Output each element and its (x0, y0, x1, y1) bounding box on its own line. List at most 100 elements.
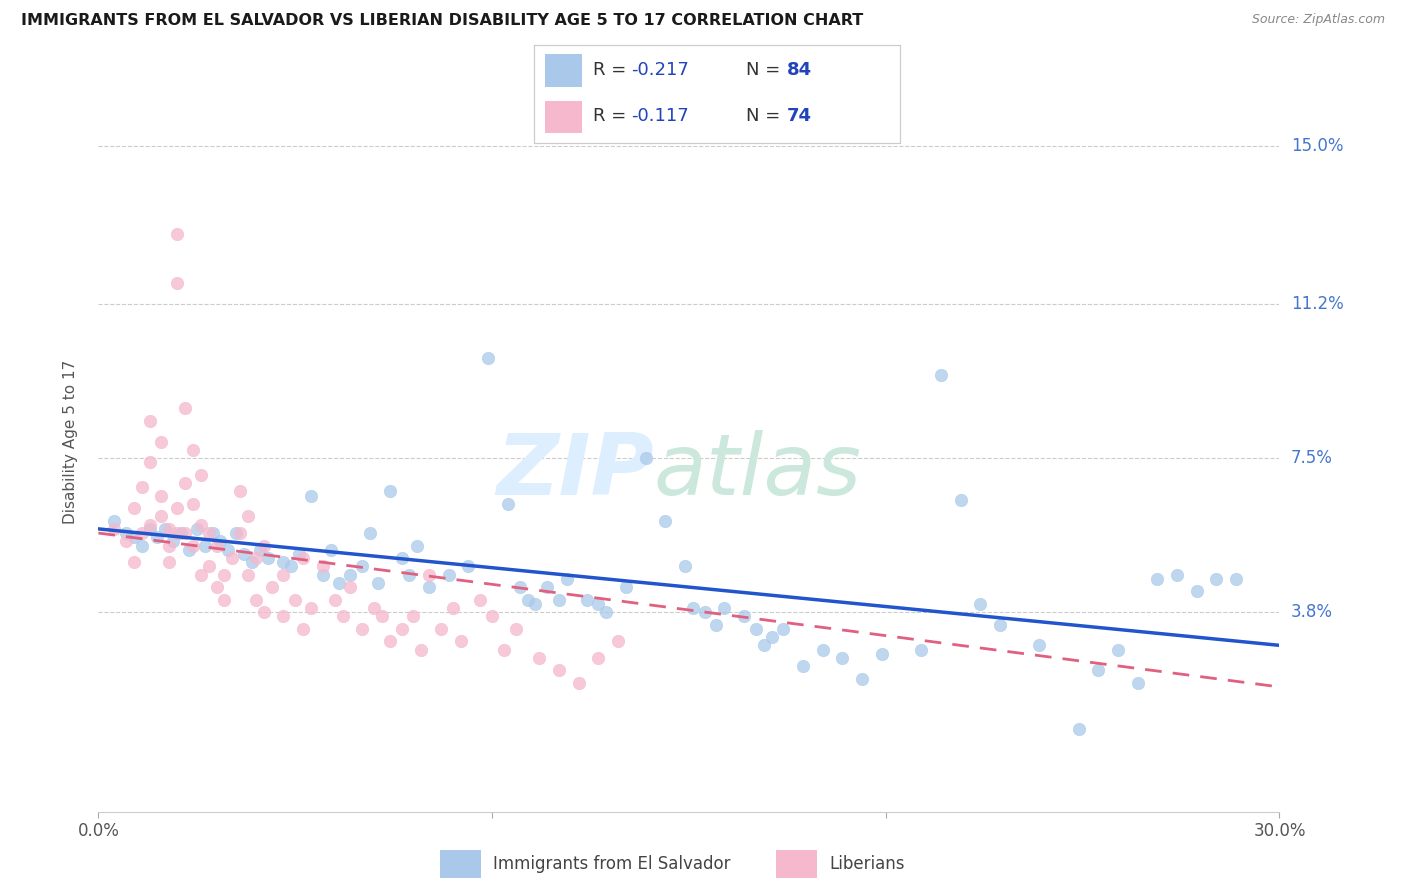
Text: N =: N = (747, 62, 786, 79)
Point (170, 526, 193, 541)
Point (352, 622, 374, 636)
Point (280, 559, 302, 574)
Point (1185, 584, 1208, 599)
Point (312, 567, 335, 582)
Point (418, 567, 440, 582)
Point (240, 555, 263, 569)
Point (595, 605, 617, 619)
Point (496, 497, 519, 511)
Point (391, 622, 413, 636)
Text: -0.117: -0.117 (631, 107, 689, 125)
Point (122, 530, 145, 544)
Point (103, 522, 125, 536)
Point (138, 455, 160, 469)
Point (157, 522, 180, 536)
Point (155, 522, 177, 536)
Point (457, 559, 479, 574)
Text: ZIP: ZIP (496, 430, 654, 513)
Point (1028, 638, 1050, 652)
Point (505, 622, 527, 636)
Point (229, 526, 252, 541)
Point (299, 489, 322, 503)
Point (851, 672, 873, 686)
Point (359, 526, 381, 541)
Point (225, 526, 247, 541)
Point (131, 539, 153, 553)
Point (831, 650, 853, 665)
Point (292, 551, 315, 566)
Point (406, 539, 429, 553)
Point (181, 497, 204, 511)
Point (162, 534, 184, 549)
Point (437, 567, 460, 582)
Point (706, 617, 728, 632)
Point (492, 642, 515, 657)
Point (339, 580, 361, 594)
Point (1205, 572, 1227, 586)
Point (555, 572, 578, 586)
Point (103, 514, 125, 528)
Point (402, 609, 425, 624)
Point (1225, 572, 1247, 586)
Point (548, 592, 571, 607)
Point (166, 526, 188, 541)
Point (273, 555, 295, 569)
Point (969, 597, 991, 611)
Point (761, 630, 783, 644)
Point (682, 601, 704, 615)
Point (138, 414, 160, 428)
Point (378, 484, 401, 499)
Point (146, 530, 169, 544)
Point (673, 559, 696, 574)
Point (733, 609, 755, 624)
Point (1166, 567, 1188, 582)
Point (654, 514, 676, 528)
Point (588, 650, 610, 665)
Point (197, 526, 219, 541)
Point (221, 551, 243, 566)
Point (245, 551, 267, 566)
Text: 11.2%: 11.2% (1291, 295, 1344, 313)
Point (588, 597, 610, 611)
Text: Source: ZipAtlas.com: Source: ZipAtlas.com (1251, 13, 1385, 27)
Point (910, 642, 932, 657)
Point (190, 517, 212, 532)
Point (614, 580, 637, 594)
Point (481, 609, 503, 624)
Point (236, 509, 259, 524)
Text: -0.217: -0.217 (631, 62, 689, 79)
Point (214, 567, 236, 582)
Point (470, 592, 492, 607)
Point (929, 368, 952, 382)
Point (529, 650, 551, 665)
Point (524, 597, 547, 611)
Point (1067, 722, 1090, 736)
Point (713, 601, 735, 615)
Point (115, 526, 138, 541)
Point (398, 567, 420, 582)
Point (363, 601, 385, 615)
Point (122, 501, 145, 516)
Point (536, 580, 558, 594)
Point (166, 501, 188, 516)
Point (214, 592, 236, 607)
Text: Liberians: Liberians (830, 855, 904, 873)
Point (319, 542, 342, 557)
Point (260, 580, 283, 594)
Text: IMMIGRANTS FROM EL SALVADOR VS LIBERIAN DISABILITY AGE 5 TO 17 CORRELATION CHART: IMMIGRANTS FROM EL SALVADOR VS LIBERIAN … (21, 13, 863, 29)
Point (811, 642, 834, 657)
Point (150, 434, 173, 449)
Point (233, 547, 256, 561)
Point (256, 551, 278, 566)
Point (772, 622, 794, 636)
Text: 84: 84 (786, 62, 811, 79)
Point (253, 605, 276, 619)
Point (367, 576, 389, 591)
Point (186, 522, 208, 536)
Point (477, 351, 499, 366)
Point (166, 277, 188, 291)
Text: atlas: atlas (654, 430, 862, 513)
Point (174, 401, 197, 416)
Point (174, 526, 197, 541)
Point (138, 517, 160, 532)
